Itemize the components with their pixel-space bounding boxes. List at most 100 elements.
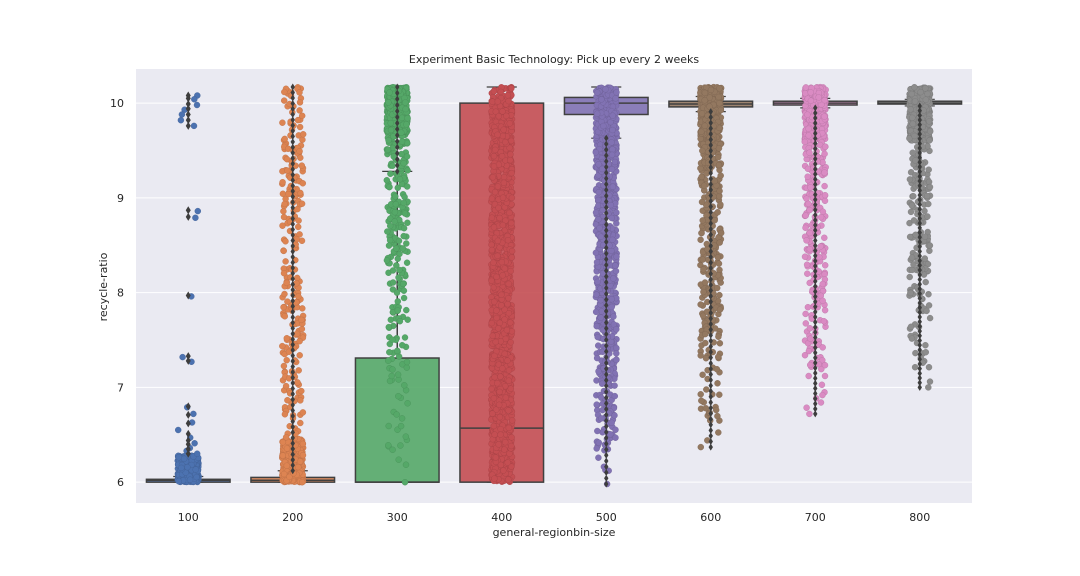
strip-point (180, 455, 188, 462)
strip-point (295, 463, 302, 471)
strip-point (703, 308, 711, 315)
strip-point (403, 306, 410, 314)
strip-point (593, 354, 601, 362)
strip-point (495, 204, 502, 212)
strip-point (505, 424, 512, 432)
strip-point (508, 85, 515, 92)
strip-point (608, 166, 616, 173)
strip-point (494, 252, 501, 260)
strip-point (717, 201, 724, 208)
strip-point (280, 247, 287, 255)
strip-point (717, 106, 725, 114)
strip-point (488, 214, 496, 221)
strip-point (297, 419, 304, 427)
strip-point (283, 279, 290, 287)
strip-point (716, 391, 723, 398)
strip-point (489, 98, 496, 105)
strip-point (282, 434, 290, 441)
strip-point (298, 316, 305, 324)
strip-point (401, 479, 409, 486)
strip-point (611, 158, 619, 166)
strip-point (700, 182, 708, 189)
strip-point (281, 313, 288, 320)
strip-point (280, 270, 288, 277)
strip-point (609, 183, 617, 190)
strip-point (286, 473, 293, 481)
strip-point (404, 183, 411, 190)
strip-point (496, 319, 503, 327)
strip-point (283, 155, 291, 163)
strip-point (279, 178, 286, 186)
strip-point (594, 427, 601, 435)
strip-point (488, 246, 496, 254)
strip-point (715, 161, 723, 169)
strip-point (489, 410, 496, 417)
strip-point (613, 253, 620, 260)
strip-point (386, 236, 394, 244)
strip-point (299, 452, 307, 459)
strip-point (715, 429, 722, 436)
strip-point (493, 273, 500, 281)
strip-point (285, 190, 292, 198)
strip-point (497, 461, 505, 469)
strip-point (403, 364, 410, 371)
strip-point (175, 478, 182, 485)
strip-point (701, 279, 709, 286)
strip-point (394, 371, 402, 378)
strip-point (504, 92, 512, 99)
strip-point (394, 255, 401, 262)
strip-point (492, 146, 499, 154)
strip-point (716, 306, 724, 313)
strip-point (193, 450, 201, 457)
strip-point (491, 352, 498, 360)
strip-point (404, 400, 411, 407)
strip-point (610, 313, 617, 320)
strip-point (613, 89, 620, 96)
strip-point (488, 319, 495, 327)
strip-point (701, 97, 708, 104)
strip-point (508, 254, 515, 261)
strip-point (295, 217, 302, 224)
strip-point (489, 332, 496, 339)
strip-point (613, 350, 620, 357)
strip-point (282, 238, 289, 245)
strip-point (612, 95, 619, 102)
strip-point (388, 372, 395, 380)
strip-point (716, 85, 723, 92)
strip-point (599, 406, 606, 414)
strip-point (284, 298, 291, 305)
strip-point (393, 245, 400, 252)
strip-point (700, 288, 707, 296)
strip-point (488, 195, 496, 202)
strip-point (698, 128, 705, 136)
strip-point (296, 107, 303, 114)
strip-point (608, 419, 615, 426)
strip-point (179, 353, 186, 361)
strip-point (401, 382, 408, 389)
strip-point (502, 394, 509, 401)
strip-point (283, 335, 290, 342)
strip-point (293, 235, 300, 243)
strip-point (394, 298, 401, 305)
strip-point (508, 194, 516, 202)
strip-point (612, 434, 619, 441)
strip-point (191, 96, 198, 103)
strip-point (508, 219, 515, 227)
strip-point (293, 280, 300, 287)
strip-point (493, 307, 500, 314)
strip-point (506, 120, 513, 127)
strip-point (296, 231, 303, 238)
strip-point (714, 284, 721, 292)
strip-point (393, 411, 400, 418)
strip-point (495, 441, 502, 448)
strip-point (702, 355, 710, 362)
strip-point (595, 196, 602, 204)
strip-point (396, 176, 404, 183)
strip-point (506, 450, 513, 457)
strip-point (611, 392, 618, 400)
strip-point (178, 111, 186, 118)
strip-point (284, 167, 291, 174)
strip-point (499, 365, 506, 372)
strip-point (608, 214, 615, 222)
strip-point (502, 138, 509, 146)
